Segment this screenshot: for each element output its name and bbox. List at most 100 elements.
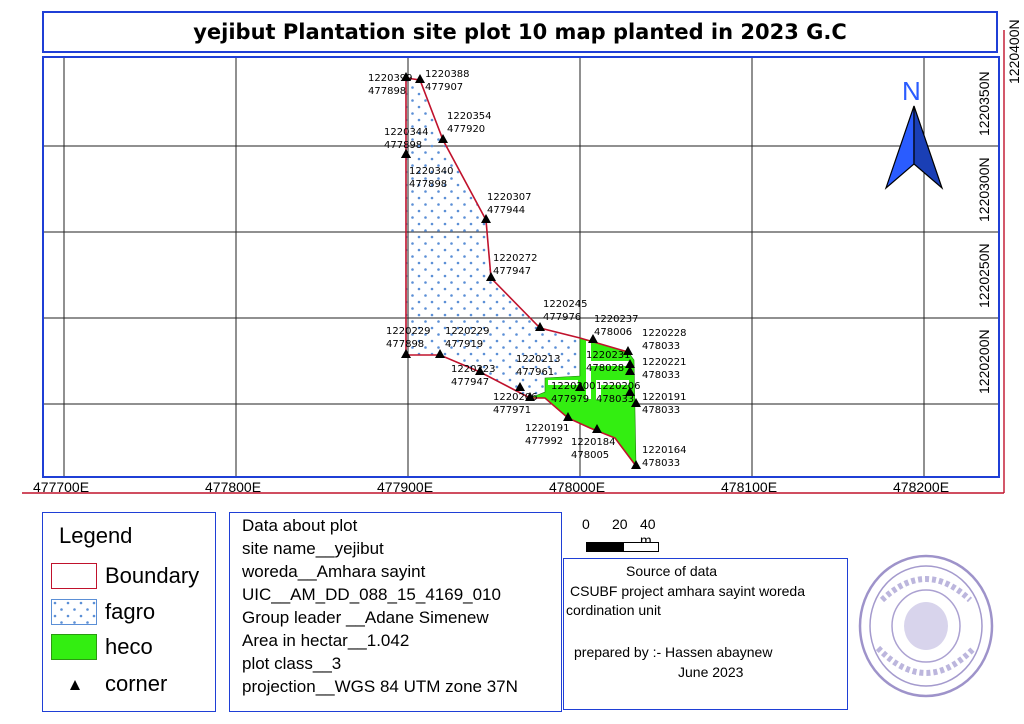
corner-northing: 1220200: [551, 381, 596, 392]
corner-easting: 477907: [425, 82, 464, 93]
corner-label: 1220200 477979: [551, 380, 596, 406]
scale-bar: 0 20 40 m: [580, 516, 670, 556]
corner-northing: 1220221: [642, 357, 687, 368]
corner-easting: 478033: [642, 405, 681, 416]
plot-info-line: UIC__AM_DD_088_15_4169_010: [242, 585, 501, 604]
corner-label: 1220344 477898: [384, 126, 429, 152]
corner-northing: 1220191: [642, 392, 687, 403]
corner-marker-icon: [438, 134, 448, 143]
corner-marker-icon: [486, 272, 496, 281]
corner-label: 1220206 478033: [596, 380, 641, 406]
corner-northing: 1220206: [493, 392, 538, 403]
corner-label: 1220164 478033: [642, 444, 687, 470]
north-arrow: N: [884, 76, 946, 194]
boundary-swatch: [51, 563, 97, 589]
corner-northing: 1220340: [409, 166, 454, 177]
x-axis-label: 477900E: [377, 479, 434, 495]
corner-northing: 1220228: [642, 328, 687, 339]
y-axis-label: 1220400N: [1006, 19, 1022, 84]
corner-label: 1220191 477992: [525, 422, 570, 448]
corner-marker-icon: [625, 359, 635, 368]
corner-marker-icon: [475, 366, 485, 375]
corner-easting: 477971: [493, 405, 532, 416]
corner-label: 1220229 477898: [386, 325, 431, 351]
plot-boundary-west: [405, 78, 637, 467]
plot-info-line: woreda__Amhara sayint: [242, 562, 426, 581]
corner-label: 1220388 477907: [425, 68, 470, 94]
fagro-swatch: [51, 599, 97, 625]
prepared-date: June 2023: [678, 664, 744, 680]
corner-easting: 478033: [642, 458, 681, 469]
corner-northing: 1220344: [384, 127, 429, 138]
x-axis-label: 477700E: [33, 479, 90, 495]
corner-easting: 477979: [551, 394, 590, 405]
map-title-box: yejibut Plantation site plot 10 map plan…: [42, 11, 998, 53]
corner-label: 1220191 478033: [642, 391, 687, 417]
corner-easting: 477944: [487, 205, 526, 216]
corner-marker-icon: [401, 349, 411, 358]
corner-marker-icon: [401, 149, 411, 158]
plot-info-line: projection__WGS 84 UTM zone 37N: [242, 677, 518, 696]
corner-marker-icon: [535, 322, 545, 331]
corner-easting: 478033: [642, 341, 681, 352]
prepared-by: prepared by :- Hassen abaynew: [574, 644, 773, 660]
x-axis-label: 478000E: [549, 479, 606, 495]
corner-label: 1220221 478033: [642, 356, 687, 382]
corner-easting: 477961: [516, 367, 555, 378]
source-line: cordination unit: [566, 602, 661, 618]
corner-marker-icon: [623, 346, 633, 355]
map-canvas: [22, 30, 1005, 494]
corner-northing: 1220272: [493, 253, 538, 264]
corner-northing: 1220206: [596, 381, 641, 392]
corner-northing: 1220213: [516, 354, 561, 365]
corner-northing: 1220231: [586, 350, 631, 361]
corner-marker-icon: [435, 349, 445, 358]
plot-boundary: [405, 77, 629, 353]
official-seal-icon: [858, 554, 994, 698]
heco-gaps: [548, 341, 630, 400]
y-axis-label: 1220250N: [976, 243, 992, 308]
corner-northing: 1220307: [487, 192, 532, 203]
x-axis-label: 478200E: [893, 479, 950, 495]
corner-label: 1220184 478005: [571, 436, 616, 462]
corner-easting: 478005: [571, 450, 610, 461]
corner-marker-icon: [631, 398, 641, 407]
corner-marker-icon: [625, 366, 635, 375]
corner-easting: 477898: [409, 179, 448, 190]
fagro-area: [406, 78, 580, 398]
corner-marker-icon: [525, 392, 535, 401]
north-arrow-icon: [884, 105, 944, 190]
map-title: yejibut Plantation site plot 10 map plan…: [193, 20, 847, 44]
y-axis-label: 1220350N: [976, 71, 992, 136]
corner-easting: 478033: [596, 394, 635, 405]
corner-marker-icon: [481, 214, 491, 223]
corner-label: 1220245 477976: [543, 298, 588, 324]
corner-northing: 1220399: [368, 73, 413, 84]
corner-label: 1220213 477961: [516, 353, 561, 379]
scale-label: 0: [582, 516, 590, 532]
map-axis-lines: [22, 30, 1005, 494]
corner-easting: 477947: [451, 377, 490, 388]
plot-info-panel: Data about plot site name__yejibut wored…: [229, 512, 562, 712]
corner-label: 1220354 477920: [447, 110, 492, 136]
scale-segment: [623, 542, 659, 552]
corner-easting: 478006: [594, 327, 633, 338]
corner-northing: 1220164: [642, 445, 687, 456]
legend-label-boundary: Boundary: [105, 563, 200, 588]
corner-easting: 477919: [445, 339, 484, 350]
corner-easting: 478028: [586, 363, 625, 374]
corner-marker-icon: [592, 424, 602, 433]
source-heading: Source of data: [626, 563, 718, 579]
corner-northing: 1220237: [594, 314, 639, 325]
corner-easting: 478033: [642, 370, 681, 381]
corner-northing: 1220245: [543, 299, 588, 310]
plot-info-line: plot class__3: [242, 654, 342, 673]
corner-northing: 1220229: [445, 326, 490, 337]
corner-label: 1220229 477919: [445, 325, 490, 351]
corner-easting: 477898: [386, 339, 425, 350]
legend-label-fagro: fagro: [105, 599, 156, 624]
corner-easting: 477976: [543, 312, 582, 323]
corner-marker-icon: [631, 460, 641, 469]
legend-label-corner: corner: [105, 671, 168, 696]
map-frame: [42, 56, 1000, 478]
